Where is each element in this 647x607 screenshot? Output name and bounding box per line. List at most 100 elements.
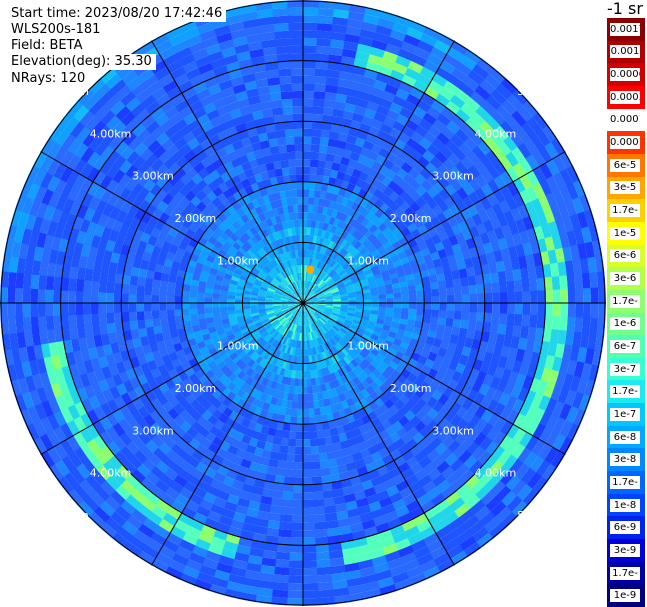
scan-cell <box>226 249 236 258</box>
scan-cell <box>407 314 417 322</box>
scan-cell <box>278 316 286 323</box>
scan-cell <box>328 282 336 288</box>
scan-cell <box>302 416 310 425</box>
scan-cell <box>323 311 332 316</box>
scan-cell <box>102 343 113 356</box>
scan-cell <box>286 286 293 293</box>
scan-cell <box>529 133 546 152</box>
scan-cell <box>305 272 308 281</box>
scan-cell <box>100 66 119 84</box>
scan-cell <box>454 463 470 479</box>
scan-cell <box>449 414 463 428</box>
scan-cell <box>286 346 292 355</box>
scan-cell <box>126 116 142 132</box>
scan-cell <box>332 295 341 299</box>
scan-cell <box>102 459 118 476</box>
scan-cell <box>126 150 141 165</box>
scan-cell <box>181 86 198 100</box>
scan-cell <box>250 235 259 245</box>
scan-cell <box>334 253 342 262</box>
scan-cell <box>263 333 271 341</box>
scan-cell <box>253 446 264 457</box>
scan-cell <box>303 60 317 69</box>
scan-cell <box>140 381 153 394</box>
scan-cell <box>158 545 176 560</box>
scan-cell <box>451 67 469 84</box>
scan-cell <box>447 153 462 167</box>
scan-cell <box>405 456 419 469</box>
scan-cell <box>255 125 268 135</box>
scan-cell <box>366 540 383 553</box>
scan-cell <box>348 379 357 389</box>
scan-cell <box>310 299 318 302</box>
scan-cell <box>452 318 462 329</box>
scan-cell <box>15 271 25 289</box>
scan-cell <box>161 538 180 553</box>
scan-cell <box>258 357 266 367</box>
scan-cell <box>272 298 281 301</box>
scan-cell <box>273 277 281 284</box>
scan-cell <box>364 437 376 449</box>
scan-cell <box>79 427 94 444</box>
scan-cell <box>294 281 299 289</box>
scan-cell <box>6 223 18 242</box>
azimuth-spoke <box>40 151 566 455</box>
scan-cell <box>364 220 375 231</box>
scan-cell <box>314 276 320 284</box>
scan-cell <box>72 430 88 448</box>
scan-cell <box>431 138 446 152</box>
scan-cell <box>487 179 501 194</box>
scan-cell <box>251 289 260 294</box>
scan-cell <box>364 385 375 396</box>
scan-cell <box>583 209 596 228</box>
scan-cell <box>356 244 366 253</box>
scan-cell <box>265 263 273 271</box>
scan-cell <box>267 252 275 261</box>
scan-cell <box>364 254 374 262</box>
scan-cell <box>527 266 537 281</box>
scan-cell <box>488 460 504 477</box>
scan-cell <box>193 578 212 592</box>
scan-cell <box>28 229 40 247</box>
scan-cell <box>159 279 169 289</box>
scan-cell <box>538 426 553 445</box>
scan-cell <box>516 484 533 502</box>
scan-cell <box>394 206 405 218</box>
scan-cell <box>213 356 224 366</box>
scan-cell <box>316 278 323 286</box>
scan-cell <box>352 262 361 271</box>
scan-cell <box>471 255 481 268</box>
scan-cell <box>276 255 283 264</box>
scan-cell <box>564 330 575 347</box>
scan-cell <box>209 503 225 516</box>
scan-cell <box>272 320 280 327</box>
scan-cell <box>458 82 476 98</box>
scan-cell <box>512 268 522 282</box>
scan-cell <box>308 416 316 425</box>
scan-cell <box>252 267 261 275</box>
scan-cell <box>127 454 143 470</box>
scan-cell <box>294 143 304 152</box>
scan-cell <box>515 244 526 259</box>
scan-cell <box>236 216 246 227</box>
scan-cell <box>275 358 282 367</box>
scan-cell <box>302 408 309 417</box>
scan-cell <box>233 253 242 262</box>
scan-cell <box>312 275 317 283</box>
scan-cell <box>94 223 106 238</box>
scan-cell <box>239 258 249 266</box>
scan-cell <box>73 415 87 432</box>
scan-cell <box>309 306 317 310</box>
scan-cell <box>367 501 382 513</box>
scan-cell <box>471 380 483 394</box>
scan-cell <box>318 270 324 278</box>
scan-cell <box>14 225 26 244</box>
scan-cell <box>517 387 530 403</box>
scan-cell <box>235 388 246 399</box>
scan-cell <box>339 213 349 223</box>
scan-cell <box>31 329 42 346</box>
scan-cell <box>324 92 338 102</box>
scan-cell <box>105 474 121 491</box>
scan-cell <box>53 161 68 180</box>
scan-cell <box>502 334 513 348</box>
